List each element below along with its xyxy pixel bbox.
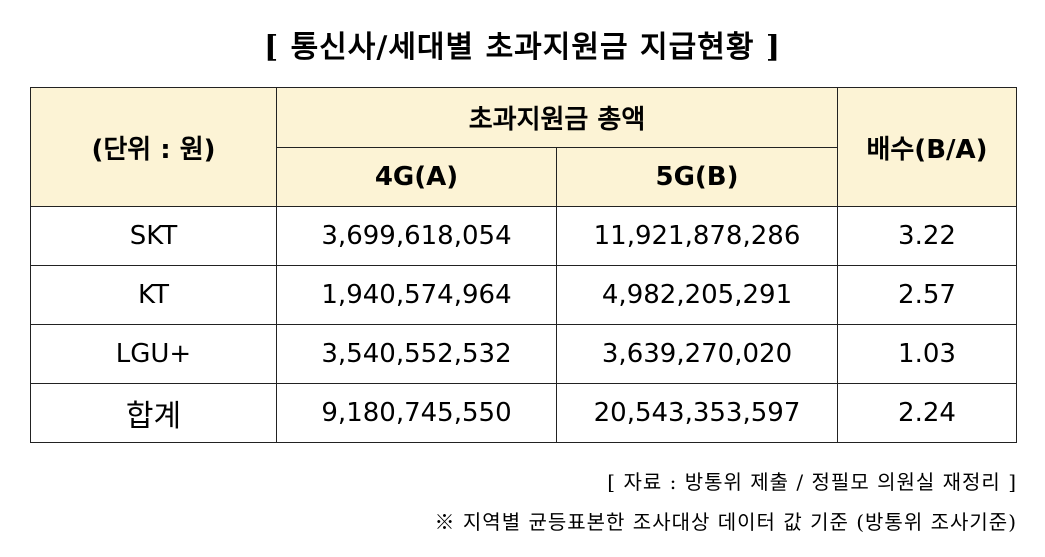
lte-cell: 3,540,552,532 <box>276 324 557 384</box>
ratio-cell: 2.57 <box>837 265 1017 325</box>
table-row: LGU+ 3,540,552,532 3,639,270,020 1.03 <box>30 324 1017 384</box>
ratio-cell: 1.03 <box>837 324 1017 384</box>
nr-cell: 11,921,878,286 <box>556 206 838 266</box>
footnote: ※ 지역별 균등표본한 조사대상 데이터 값 기준 (방통위 조사기준) <box>434 510 1017 534</box>
nr-cell: 4,982,205,291 <box>556 265 838 325</box>
total-nr-cell: 20,543,353,597 <box>556 383 838 443</box>
table-row: KT 1,940,574,964 4,982,205,291 2.57 <box>30 265 1017 325</box>
total-label: 합계 <box>30 383 277 443</box>
total-ratio-cell: 2.24 <box>837 383 1017 443</box>
group-header: 초과지원금 총액 <box>276 87 838 148</box>
ratio-header: 배수(B/A) <box>837 87 1017 207</box>
ratio-cell: 3.22 <box>837 206 1017 266</box>
total-lte-cell: 9,180,745,550 <box>276 383 557 443</box>
nr-cell: 3,639,270,020 <box>556 324 838 384</box>
lte-cell: 1,940,574,964 <box>276 265 557 325</box>
unit-header: (단위 : 원) <box>30 87 277 207</box>
table-row: SKT 3,699,618,054 11,921,878,286 3.22 <box>30 206 1017 266</box>
subsidy-table: (단위 : 원) 초과지원금 총액 배수(B/A) 4G(A) 5G(B) SK… <box>30 87 1017 443</box>
total-row: 합계 9,180,745,550 20,543,353,597 2.24 <box>30 383 1017 443</box>
lte-header: 4G(A) <box>276 147 557 207</box>
source-note: [ 자료 : 방통위 제출 / 정필모 의원실 재정리 ] <box>607 470 1017 494</box>
carrier-cell: LGU+ <box>30 324 277 384</box>
carrier-cell: SKT <box>30 206 277 266</box>
nr-header: 5G(B) <box>556 147 838 207</box>
carrier-cell: KT <box>30 265 277 325</box>
lte-cell: 3,699,618,054 <box>276 206 557 266</box>
page-title: [ 통신사/세대별 초과지원금 지급현황 ] <box>263 30 782 65</box>
